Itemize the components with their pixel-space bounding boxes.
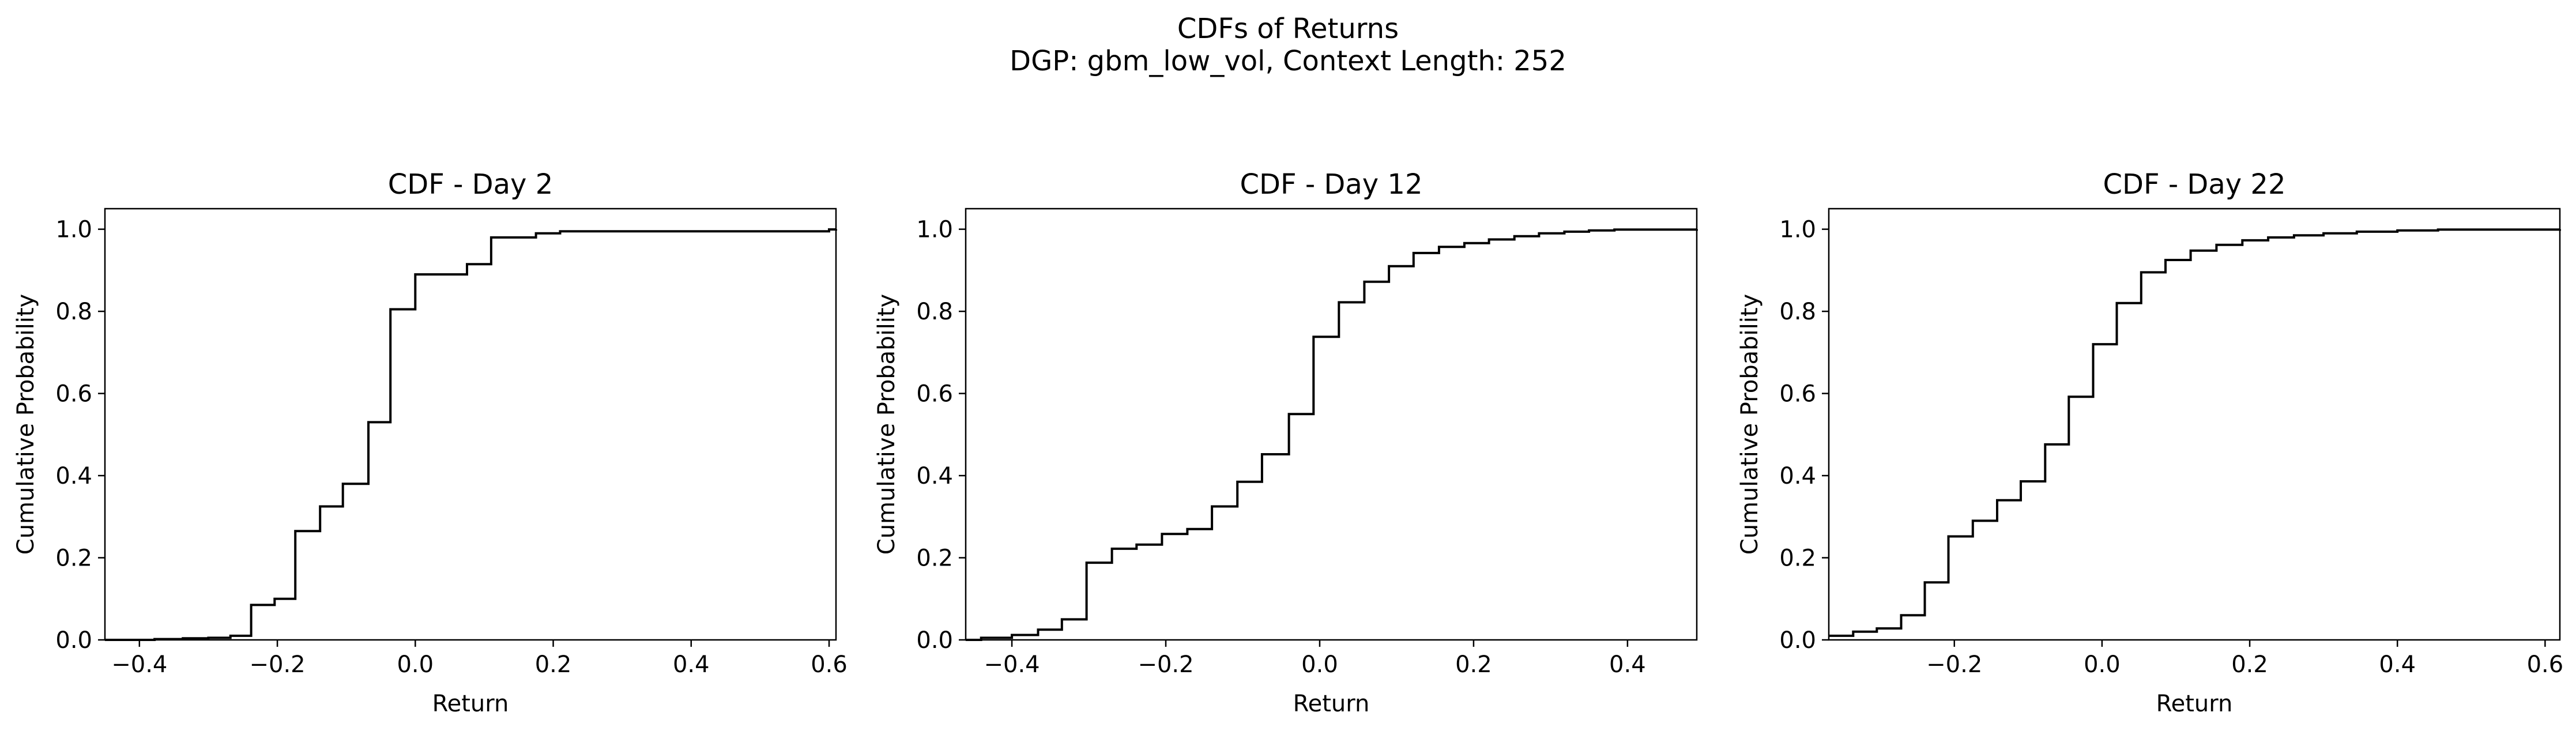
y-tick-label: 0.0	[916, 627, 953, 654]
x-tick-label: 0.4	[1609, 651, 1646, 678]
y-tick-label: 0.2	[1779, 545, 1816, 572]
y-tick-label: 1.0	[1779, 217, 1816, 243]
x-axis-label: Return	[1293, 691, 1370, 717]
plot-frame	[104, 208, 837, 641]
figure-subtitle: DGP: gbm_low_vol, Context Length: 252	[1010, 45, 1566, 77]
subplot-title: CDF - Day 22	[2103, 168, 2285, 201]
x-tick-label: 0.2	[535, 651, 572, 678]
plot-frame	[1828, 208, 2561, 641]
x-tick-label: −0.2	[1926, 651, 1982, 678]
cdf-step-line	[105, 228, 837, 641]
x-axis-label: Return	[432, 691, 509, 717]
x-tick-label: 0.0	[397, 651, 434, 678]
x-tick-label: 0.0	[1301, 651, 1338, 678]
x-tick-label: 0.2	[2231, 651, 2268, 678]
figure-title: CDFs of Returns	[1177, 13, 1399, 45]
subplot-1: −0.4 −0.2 0.0 0.2 0.4 0.6 0.0 0.2 0.4 0.6 0.8 1.0 CD…	[13, 168, 848, 717]
y-tick-label: 0.4	[55, 463, 92, 489]
cdf-step-line	[1829, 228, 2561, 637]
x-tick-label: −0.2	[249, 651, 305, 678]
y-tick-label: 0.8	[916, 299, 953, 325]
y-tick-label: 0.2	[55, 545, 92, 572]
x-tick-label: 0.4	[673, 651, 710, 678]
y-axis-label: Cumulative Probability	[873, 294, 900, 555]
y-tick-label: 0.0	[55, 627, 92, 654]
x-tick-label: 0.0	[2084, 651, 2121, 678]
y-tick-label: 0.2	[916, 545, 953, 572]
subplot-2: −0.4 −0.2 0.0 0.2 0.4 0.0 0.2 0.4 0.6 0.8 1.0 CDF -…	[873, 168, 1698, 717]
x-tick-label: −0.4	[984, 651, 1040, 678]
x-tick-label: 0.6	[2527, 651, 2564, 678]
cdf-step-line	[966, 228, 1698, 641]
subplot-3: −0.2 0.0 0.2 0.4 0.6 0.0 0.2 0.4 0.6 0.8 1.0 CDF - …	[1737, 168, 2563, 717]
y-tick-label: 0.8	[55, 299, 92, 325]
plot-frame	[965, 208, 1698, 641]
x-axis-label: Return	[2156, 691, 2233, 717]
y-tick-label: 0.6	[916, 381, 953, 408]
x-tick-label: 0.6	[811, 651, 848, 678]
y-tick-label: 0.6	[55, 381, 92, 408]
x-tick-label: −0.2	[1138, 651, 1193, 678]
x-tick-label: −0.4	[111, 651, 167, 678]
x-tick-label: 0.2	[1455, 651, 1492, 678]
subplot-title: CDF - Day 12	[1240, 168, 1422, 201]
y-tick-label: 0.8	[1779, 299, 1816, 325]
y-tick-label: 1.0	[916, 217, 953, 243]
y-axis-label: Cumulative Probability	[1737, 294, 1763, 555]
subplot-title: CDF - Day 2	[388, 168, 553, 201]
y-tick-label: 1.0	[55, 217, 92, 243]
x-tick-label: 0.4	[2379, 651, 2416, 678]
y-tick-label: 0.4	[1779, 463, 1816, 489]
y-tick-label: 0.4	[916, 463, 953, 489]
y-tick-label: 0.0	[1779, 627, 1816, 654]
y-axis-label: Cumulative Probability	[13, 294, 39, 555]
y-tick-label: 0.6	[1779, 381, 1816, 408]
